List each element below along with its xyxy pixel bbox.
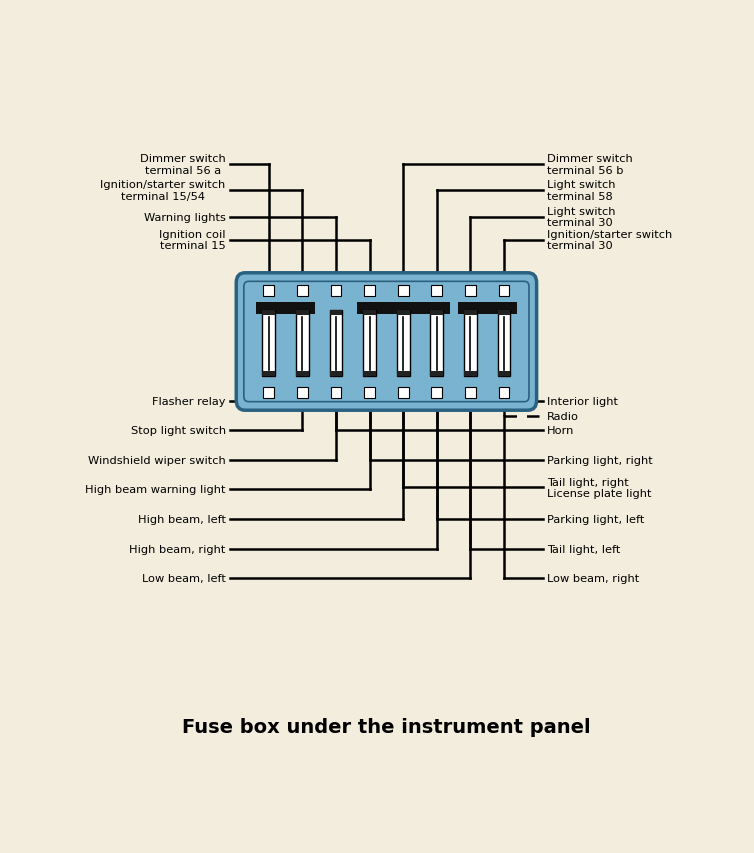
Text: Low beam, right: Low beam, right — [547, 573, 639, 583]
Bar — [431, 310, 443, 316]
Text: Stop light switch: Stop light switch — [130, 426, 225, 436]
Bar — [397, 371, 409, 377]
Bar — [296, 371, 309, 377]
Text: Low beam, left: Low beam, left — [142, 573, 225, 583]
Bar — [431, 371, 443, 377]
Bar — [329, 310, 342, 316]
Bar — [398, 388, 409, 398]
Bar — [498, 286, 510, 296]
Bar — [263, 286, 274, 296]
Text: Light switch
terminal 30: Light switch terminal 30 — [547, 206, 615, 228]
Bar — [357, 303, 449, 315]
Text: Interior light: Interior light — [547, 396, 618, 406]
Text: Radio: Radio — [547, 411, 579, 421]
Bar — [431, 388, 442, 398]
Bar — [262, 310, 275, 377]
Text: Parking light, left: Parking light, left — [547, 514, 645, 525]
Bar — [363, 371, 376, 377]
Bar — [464, 310, 477, 316]
Text: Tail light, right
License plate light: Tail light, right License plate light — [547, 477, 651, 499]
Bar — [329, 310, 342, 377]
FancyBboxPatch shape — [236, 274, 537, 411]
Bar — [431, 286, 442, 296]
Text: Horn: Horn — [547, 426, 575, 436]
Bar — [256, 303, 315, 315]
Text: Dimmer switch
terminal 56 a: Dimmer switch terminal 56 a — [140, 154, 225, 176]
Bar — [296, 310, 309, 377]
Text: High beam warning light: High beam warning light — [85, 485, 225, 495]
Bar — [262, 371, 275, 377]
Text: Fuse box under the instrument panel: Fuse box under the instrument panel — [182, 717, 590, 736]
Bar — [498, 310, 510, 316]
Bar — [297, 388, 308, 398]
Bar — [363, 310, 376, 316]
Bar — [458, 303, 516, 315]
Bar — [464, 371, 477, 377]
Bar — [464, 310, 477, 377]
Bar — [498, 371, 510, 377]
Text: Warning lights: Warning lights — [144, 212, 225, 223]
Bar — [331, 388, 342, 398]
Text: Flasher relay: Flasher relay — [152, 396, 225, 406]
Text: Light switch
terminal 58: Light switch terminal 58 — [547, 180, 615, 202]
Bar — [431, 310, 443, 377]
Text: Dimmer switch
terminal 56 b: Dimmer switch terminal 56 b — [547, 154, 633, 176]
Bar — [331, 286, 342, 296]
Bar — [296, 310, 309, 316]
Text: Ignition/starter switch
terminal 30: Ignition/starter switch terminal 30 — [547, 229, 673, 251]
Bar — [263, 388, 274, 398]
Bar — [498, 388, 510, 398]
Bar — [397, 310, 409, 377]
Bar — [465, 286, 476, 296]
Bar — [262, 310, 275, 316]
Text: Ignition/starter switch
terminal 15/54: Ignition/starter switch terminal 15/54 — [100, 180, 225, 202]
Text: High beam, left: High beam, left — [138, 514, 225, 525]
Bar — [364, 286, 375, 296]
Bar — [465, 388, 476, 398]
Text: Windshield wiper switch: Windshield wiper switch — [88, 456, 225, 466]
Bar — [363, 310, 376, 377]
Text: High beam, right: High beam, right — [130, 544, 225, 554]
Bar — [398, 286, 409, 296]
Text: Parking light, right: Parking light, right — [547, 456, 653, 466]
Text: Tail light, left: Tail light, left — [547, 544, 621, 554]
Bar — [364, 388, 375, 398]
Bar — [397, 310, 409, 316]
Bar — [329, 371, 342, 377]
Text: Ignition coil
terminal 15: Ignition coil terminal 15 — [159, 229, 225, 251]
Bar — [297, 286, 308, 296]
Bar — [498, 310, 510, 377]
